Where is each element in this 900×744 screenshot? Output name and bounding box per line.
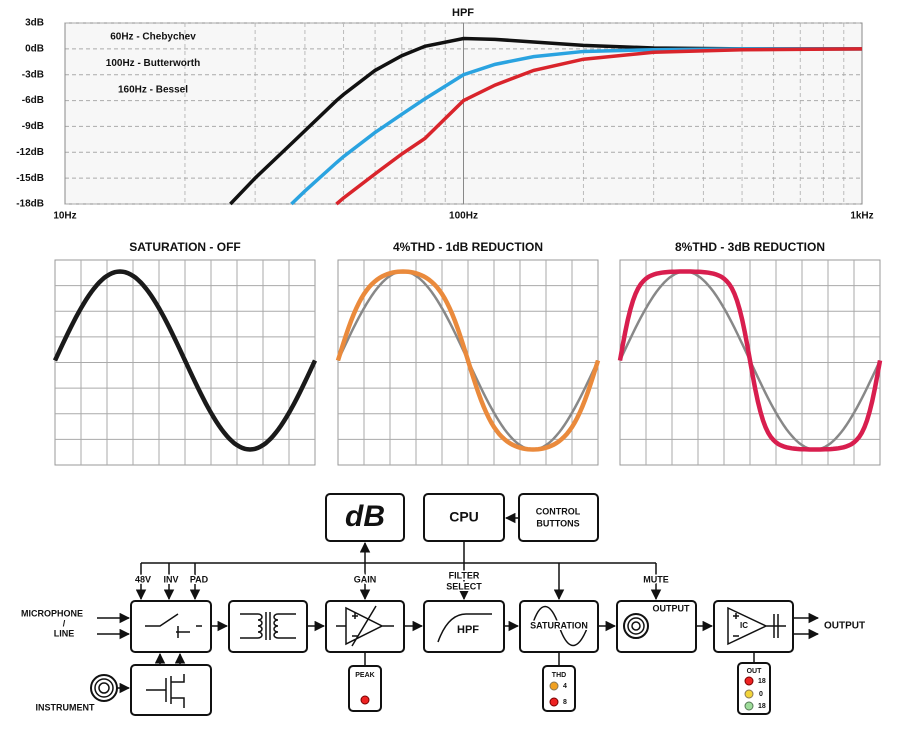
input-label: LINE [54,628,75,638]
y-tick-label: -12dB [16,147,44,158]
indicator-label: 0 [759,691,763,698]
out-box [737,662,771,715]
saturated-wave [335,269,601,452]
y-tick-label: 3dB [25,18,44,29]
saturated-wave [52,269,318,452]
transformer-icon [240,612,296,640]
indicator-label: THD [552,672,566,679]
control-label: CONTROL [536,506,581,516]
output-label: OUTPUT [824,621,865,632]
hpf-chart: HPF -18dB -15dB -12dB -9dB -6dB -3dB 0dB 3dB 10H… [16,7,873,222]
led [744,701,754,711]
control-label: FILTER [449,570,480,580]
input-label: INSTRUMENT [36,702,95,712]
hpf-icon [437,613,492,643]
indicator-label: 4 [563,683,567,690]
x-tick-label: 1kHz [850,211,873,222]
block-label: OUTPUT [653,603,691,613]
series-line [290,47,862,206]
control-label: BUTTONS [536,518,579,528]
display-box [325,493,405,542]
y-tick-label: -15dB [16,173,44,184]
y-tick-label: -18dB [16,199,44,210]
cpu-label: CPU [449,509,479,525]
led [549,697,559,707]
indicator-label: 18 [758,703,766,710]
saturated-wave [617,269,883,452]
x-tick-label: 10Hz [53,211,76,222]
switch-icon [145,613,202,638]
control-label: 48V [135,574,151,584]
control-label: INV [163,574,178,584]
chart-title: HPF [452,7,474,19]
y-tick-label: -9dB [22,121,44,132]
opamp-icon [336,605,394,647]
jack [90,674,118,702]
y-tick-label: -3dB [22,69,44,80]
y-tick-label: 0dB [25,43,44,54]
led [744,689,754,699]
led [549,681,559,691]
ic-icon [727,606,786,646]
block-label: HPF [457,624,479,636]
display-text: dB [345,500,385,533]
block-label: IC [740,621,748,630]
panel-title: 4%THD - 1dB REDUCTION [393,240,543,254]
legend-label: 100Hz - Butterworth [106,58,200,69]
output-icon [623,613,649,639]
x-tick-label: 100Hz [449,211,478,222]
indicator-label: 18 [758,678,766,685]
saturation-panels: SATURATION - OFF 4%THD - 1dB REDUCTION 8%T… [52,240,883,466]
panel-title: SATURATION - OFF [129,240,241,254]
sine-icon [531,605,589,647]
legend-label: 60Hz - Chebychev [110,32,196,43]
panel-title: 8%THD - 3dB REDUCTION [675,240,825,254]
series-line [335,47,863,206]
control-label: SELECT [446,581,482,591]
transformer-block [228,600,308,653]
control-label: PAD [190,574,209,584]
input-label: MICROPHONE [21,608,83,618]
input-label: / [63,618,66,628]
control-label: MUTE [643,574,669,584]
indicator-label: PEAK [355,672,374,679]
legend-label: 160Hz - Bessel [118,85,188,96]
series-line [229,36,862,206]
led [744,676,754,686]
peak-box [348,665,382,712]
indicator-label: 8 [563,699,567,706]
fet-icon [146,674,185,708]
y-tick-label: -6dB [22,95,44,106]
control-label: GAIN [354,574,377,584]
indicator-label: OUT [747,668,763,675]
led [360,695,370,705]
block-label: SATURATION [530,620,588,630]
block-diagram: dB CPU CONTROL BUTTONS 48V INV PAD GAIN … [21,493,865,716]
